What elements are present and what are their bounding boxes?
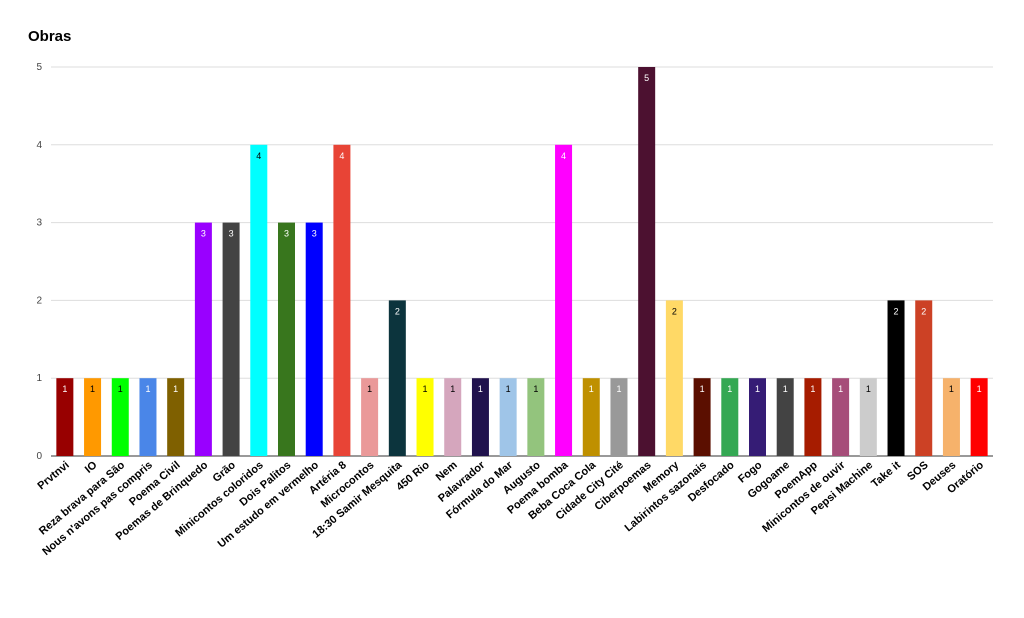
data-label: 1 [62,384,67,394]
data-label: 1 [90,384,95,394]
bar [388,300,406,456]
data-label: 1 [118,384,123,394]
bar [416,378,434,456]
bar [555,144,573,457]
bar [749,378,766,456]
bar [638,67,656,456]
data-label: 1 [145,384,150,394]
bar [194,222,212,456]
data-label: 3 [201,229,206,239]
category-label: Prvtnvi [35,459,71,492]
data-label: 5 [644,73,649,83]
bar [305,222,323,456]
y-tick-label: 3 [36,218,42,229]
category-label: Take it [869,459,903,490]
bar [471,378,489,456]
data-label: 1 [506,384,511,394]
data-label: 1 [949,384,954,394]
data-label: 1 [755,384,760,394]
bar [610,378,628,456]
bar [361,378,379,456]
data-label: 1 [838,384,843,394]
bar [693,378,711,456]
data-label: 1 [616,384,621,394]
bar [222,222,240,456]
data-label: 1 [783,384,788,394]
data-label: 4 [256,151,261,161]
y-tick-label: 1 [36,373,42,384]
data-label: 1 [727,384,732,394]
bar [859,378,877,456]
category-label: IO [83,459,100,476]
bar [721,378,739,456]
data-label: 2 [894,306,899,316]
data-label: 1 [810,384,815,394]
chart-title: Obras [28,28,72,45]
y-tick-label: 5 [36,62,42,73]
data-label: 1 [478,384,483,394]
bar [942,378,960,456]
bar [56,378,74,456]
bar [527,378,545,456]
data-label: 1 [367,384,372,394]
data-label: 1 [977,384,982,394]
bar [832,378,850,456]
bar [915,300,933,456]
data-label: 1 [423,384,428,394]
y-tick-label: 4 [36,140,42,151]
data-label: 3 [284,229,289,239]
data-label: 1 [589,384,594,394]
data-label: 3 [229,229,234,239]
bar [887,300,905,456]
data-label: 4 [339,151,344,161]
bar [250,144,268,457]
bar [804,378,822,456]
y-tick-label: 0 [36,451,42,462]
data-label: 1 [450,384,455,394]
bar [167,378,185,456]
data-label: 4 [561,151,566,161]
data-label: 1 [533,384,538,394]
bar [444,378,462,456]
data-label: 2 [921,306,926,316]
bar [665,300,683,456]
bar [111,378,129,456]
bar [278,222,295,456]
data-label: 1 [866,384,871,394]
data-label: 1 [700,384,705,394]
y-tick-label: 2 [36,295,42,306]
bar [970,378,988,456]
data-label: 2 [672,306,677,316]
bar [139,378,157,456]
bar [776,378,794,456]
bar [84,378,102,456]
data-label: 2 [395,306,400,316]
bar [582,378,600,456]
bar [499,378,517,456]
bar [333,144,351,457]
data-label: 1 [173,384,178,394]
data-label: 3 [312,229,317,239]
